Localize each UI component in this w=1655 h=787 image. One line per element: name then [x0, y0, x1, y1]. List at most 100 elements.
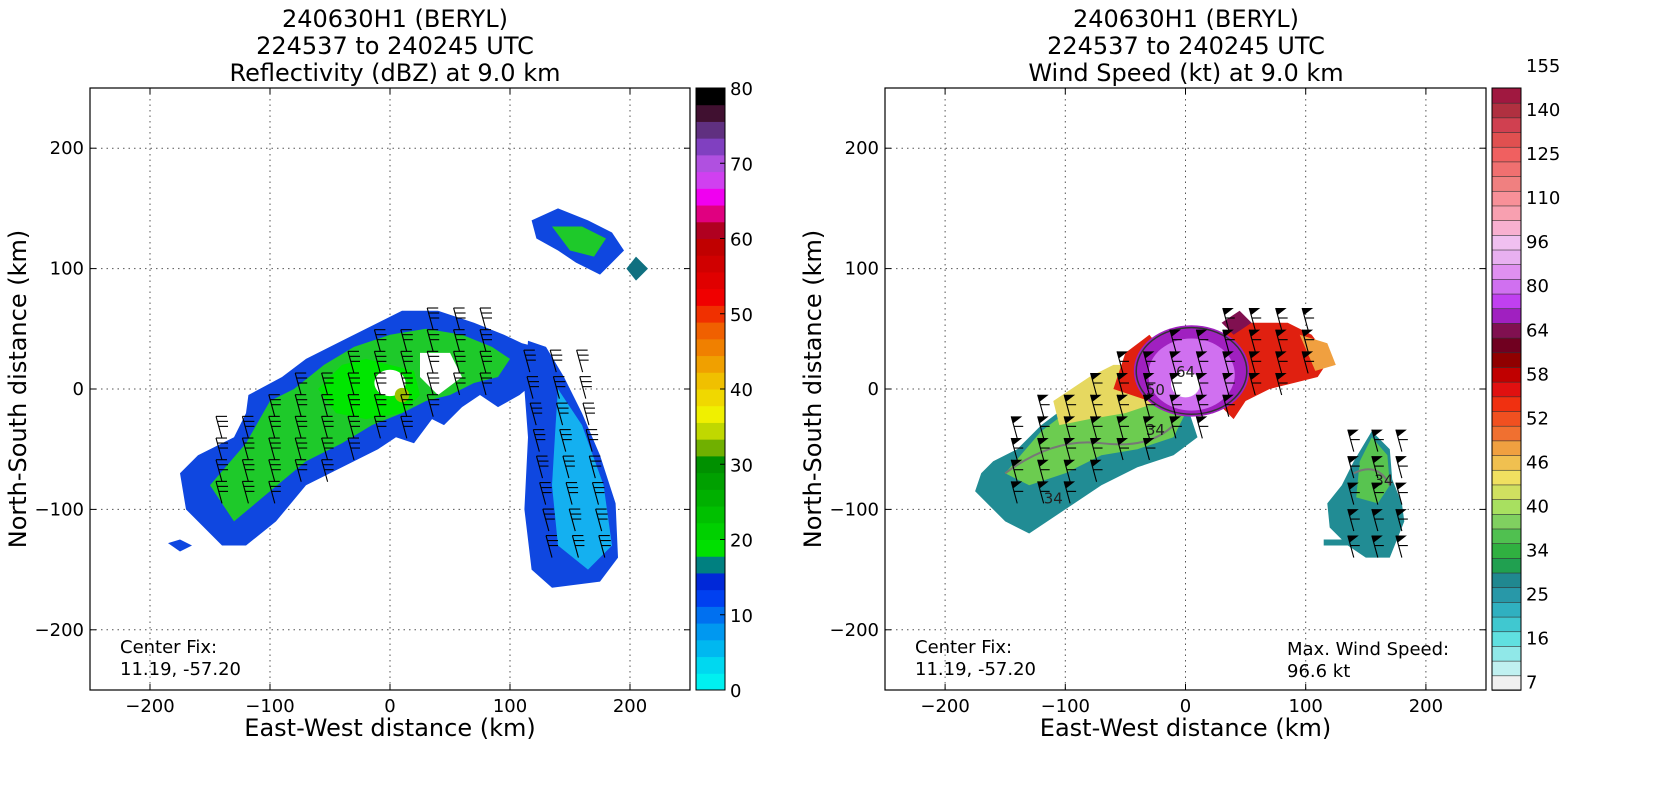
colorbar-swatch	[1491, 293, 1522, 310]
wind-barb	[1063, 437, 1077, 461]
wind-barb	[1395, 455, 1408, 479]
colorbar-swatch	[696, 338, 725, 357]
colorbar-tick-label: 50	[730, 305, 753, 326]
wind-barb	[568, 508, 582, 532]
wind-barb	[565, 482, 579, 505]
y-tick-label: 200	[845, 138, 879, 159]
wind-barb	[268, 394, 281, 417]
colorbar-tick-label: 60	[730, 230, 753, 251]
chart-title-line-1: 240630H1 (BERYL)	[281, 5, 509, 33]
colorbar-swatch	[1491, 469, 1522, 486]
wind-barb	[1275, 329, 1288, 352]
wind-barb	[1090, 372, 1103, 396]
colorbar-swatch	[1491, 396, 1522, 412]
colorbar-swatch	[1491, 616, 1522, 633]
colorbar-swatch	[1491, 249, 1522, 265]
wind-barb	[1010, 416, 1024, 439]
max-wind-value: 96.6 kt	[1287, 661, 1351, 682]
wind-barb	[347, 372, 360, 396]
y-tick-label: 100	[50, 259, 84, 280]
contour-34	[1353, 468, 1391, 486]
wind-barb	[1063, 481, 1077, 504]
wind-barb	[1347, 429, 1360, 452]
northeast-cell-core	[552, 226, 606, 257]
colorbar-swatch	[696, 154, 725, 173]
x-tick-label: 200	[613, 696, 647, 717]
wind-barb	[1116, 416, 1129, 439]
wind-barb	[1347, 508, 1360, 532]
colorbar-swatch	[1491, 630, 1522, 647]
colorbar-swatch	[696, 221, 725, 239]
wind-barb	[1169, 351, 1182, 374]
wind-barb	[400, 329, 413, 352]
wind-barb	[426, 307, 440, 331]
wind-barb	[1347, 455, 1360, 479]
colorbar-swatch	[696, 88, 725, 106]
wind-barb	[1063, 459, 1077, 482]
wind-barb	[591, 482, 605, 505]
colorbar-swatch	[1491, 528, 1522, 544]
colorbar-swatch	[696, 572, 725, 591]
y-tick-label: 200	[50, 138, 84, 159]
wind-barb	[1010, 459, 1024, 482]
colorbar-tick-label: 7	[1526, 673, 1537, 694]
colorbar-swatch	[1491, 146, 1522, 163]
colorbar-swatch	[696, 322, 725, 340]
y-tick-label: 0	[868, 379, 879, 400]
colorbar-tick-label: 16	[1526, 629, 1549, 650]
colorbar-swatch	[1491, 425, 1522, 442]
y-tick-label: −200	[35, 620, 84, 641]
colorbar-tick-label: 64	[1526, 320, 1549, 341]
wind-barb	[1090, 437, 1103, 461]
wind-barb	[1275, 372, 1288, 396]
colorbar-swatch	[1491, 337, 1522, 354]
wind-barb	[479, 307, 492, 331]
wind-barb	[1222, 307, 1235, 331]
colorbar-swatch	[696, 372, 725, 390]
colorbar-swatch	[1491, 440, 1522, 456]
wind-barb	[585, 429, 599, 452]
wind-barb	[1090, 416, 1103, 439]
wind-barb	[1063, 394, 1077, 417]
wind-speed-chart: 64 50 34 34 34 −200 −100 0 100 200 −200 −100 0 100 200…	[799, 56, 1560, 742]
wind-barb	[539, 482, 552, 505]
y-tick-label: 0	[73, 379, 84, 400]
wind-barb	[241, 415, 255, 439]
colorbar-swatch	[696, 355, 725, 373]
wind-barb	[373, 329, 387, 352]
wind-barb	[1195, 416, 1209, 439]
colorbar-swatch	[696, 288, 725, 306]
wind-barb	[1116, 437, 1129, 461]
wind-barb	[1395, 429, 1408, 452]
colorbar-swatch	[696, 439, 725, 457]
wind-barb	[1301, 329, 1315, 352]
colorbar-tick-label: 110	[1526, 188, 1560, 209]
wind-barb	[1169, 394, 1182, 417]
wind-barb	[479, 350, 492, 374]
wind-barb	[598, 535, 611, 558]
wind-barb	[1371, 429, 1384, 452]
wind-barb	[1395, 508, 1408, 532]
wind-barb	[479, 329, 492, 352]
colorbar-swatch	[1491, 513, 1522, 530]
x-tick-label: −200	[125, 696, 174, 717]
colorbar-swatch	[1491, 601, 1522, 618]
wind-barb	[1010, 437, 1024, 461]
colorbar-swatch	[696, 455, 725, 474]
x-tick-label: 100	[1289, 696, 1323, 717]
contour-label: 64	[1176, 363, 1195, 381]
colorbar-swatch	[1491, 484, 1522, 500]
wind-barb	[1248, 351, 1262, 374]
colorbar-tick-label: 25	[1526, 585, 1549, 606]
contour-64	[1135, 326, 1248, 415]
colorbar-frame	[1491, 87, 1522, 691]
wind-barb	[1037, 459, 1050, 482]
colorbar-swatch	[1491, 660, 1522, 677]
wind-barb	[1301, 351, 1315, 374]
wind-barb	[1275, 307, 1288, 331]
northeast-fragment	[626, 256, 648, 281]
colorbar-swatch	[1491, 498, 1522, 515]
contour-label: 34	[1146, 421, 1165, 439]
wind-barb	[1142, 394, 1156, 417]
colorbar-swatch	[1491, 454, 1522, 471]
